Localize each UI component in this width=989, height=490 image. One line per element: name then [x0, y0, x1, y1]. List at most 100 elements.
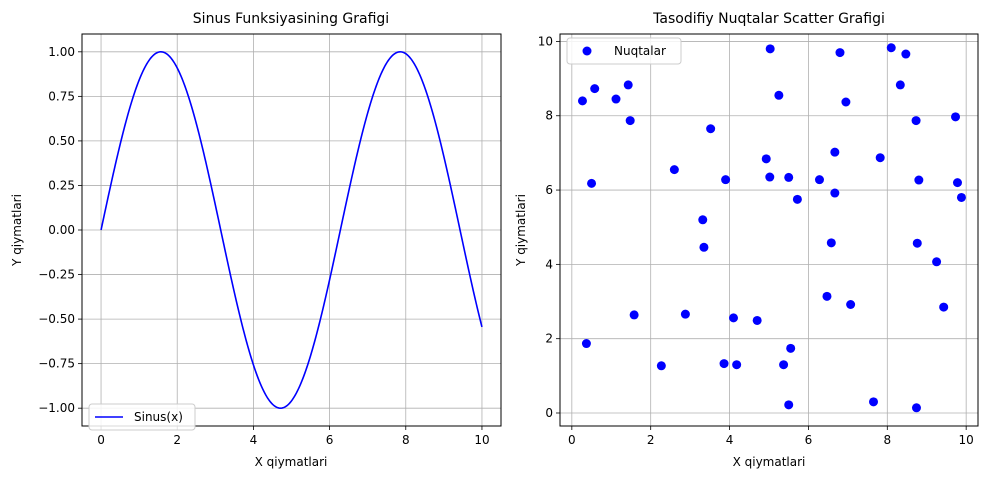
- scatter-y-ticks: 0 2 4 6 8 10: [538, 34, 560, 420]
- scatter-point: [706, 124, 716, 134]
- sine-x-tick-label: 2: [173, 433, 181, 447]
- sine-legend: Sinus(x): [88, 403, 196, 431]
- scatter-legend-box: [566, 37, 682, 65]
- scatter-x-tick-label: 8: [883, 433, 891, 447]
- scatter-y-axis-label: Y qiymatlari: [514, 194, 528, 267]
- scatter-x-tick-label: 4: [726, 433, 734, 447]
- scatter-point: [956, 192, 966, 202]
- sine-x-tick-label: 0: [97, 433, 105, 447]
- scatter-point: [814, 175, 824, 185]
- sine-series-line: [100, 51, 483, 409]
- scatter-point: [629, 310, 639, 320]
- scatter-point: [786, 343, 796, 353]
- scatter-y-tick-label: 4: [545, 257, 553, 271]
- scatter-point: [792, 194, 802, 204]
- sine-y-axis-label: Y qiymatlari: [10, 194, 24, 267]
- scatter-y-tick-label: 2: [545, 332, 553, 346]
- scatter-point: [911, 116, 921, 126]
- sine-chart: Sinus Funksiyasining Grafigi 0 2 4 6 8 10 −1.…: [10, 11, 502, 469]
- scatter-point: [752, 315, 762, 325]
- scatter-point: [895, 80, 905, 90]
- scatter-plot-frame: [559, 33, 979, 427]
- scatter-point: [699, 242, 709, 252]
- sine-x-tick-label: 4: [250, 433, 258, 447]
- scatter-point: [761, 154, 771, 164]
- sine-y-tick-label: −0.25: [38, 268, 75, 282]
- scatter-chart-title: Tasodifiy Nuqtalar Scatter Grafigi: [652, 11, 885, 27]
- scatter-point: [835, 48, 845, 58]
- scatter-points: [577, 43, 966, 413]
- scatter-legend-marker: [582, 46, 592, 56]
- scatter-legend: Nuqtalar: [566, 37, 682, 65]
- scatter-point: [623, 80, 633, 90]
- sine-legend-label: Sinus(x): [134, 410, 183, 424]
- scatter-point: [932, 257, 942, 267]
- sine-legend-box: [88, 403, 196, 431]
- scatter-point: [765, 44, 775, 54]
- scatter-point: [784, 400, 794, 410]
- scatter-point: [719, 359, 729, 369]
- scatter-point: [625, 116, 635, 126]
- scatter-point: [869, 397, 878, 407]
- scatter-legend-label: Nuqtalar: [614, 44, 666, 58]
- sine-x-tick-label: 6: [326, 433, 334, 447]
- scatter-x-tick-label: 0: [568, 433, 576, 447]
- scatter-point: [729, 313, 739, 323]
- scatter-point: [779, 360, 789, 370]
- scatter-point: [939, 302, 949, 312]
- scatter-chart: Tasodifiy Nuqtalar Scatter Grafigi 0 2 4 6 8…: [514, 11, 979, 469]
- sine-x-tick-label: 8: [402, 433, 410, 447]
- scatter-point: [911, 403, 921, 413]
- sine-y-tick-label: −0.75: [38, 357, 75, 371]
- scatter-y-tick-label: 6: [545, 183, 553, 197]
- scatter-point: [841, 97, 851, 107]
- scatter-point: [901, 49, 911, 59]
- scatter-point: [784, 172, 794, 182]
- scatter-point: [577, 96, 587, 106]
- sine-y-tick-label: 0.50: [48, 134, 75, 148]
- scatter-point: [951, 112, 961, 122]
- sine-y-ticks: −1.00 −0.75 −0.50 −0.25 0.00 0.25 0.50 0.75 1.00: [38, 45, 82, 415]
- scatter-point: [611, 94, 621, 104]
- scatter-point: [875, 153, 885, 163]
- sine-x-axis-label: X qiymatlari: [255, 455, 328, 469]
- sine-chart-title: Sinus Funksiyasining Grafigi: [193, 11, 389, 27]
- scatter-point: [669, 165, 679, 175]
- scatter-point: [774, 90, 784, 100]
- scatter-point: [830, 147, 840, 157]
- scatter-point: [698, 215, 708, 225]
- scatter-y-tick-label: 0: [545, 406, 553, 420]
- scatter-point: [765, 172, 775, 182]
- scatter-point: [680, 309, 690, 319]
- scatter-point: [581, 339, 591, 349]
- scatter-point: [732, 360, 742, 370]
- sine-y-tick-label: 1.00: [48, 45, 75, 59]
- scatter-point: [822, 291, 832, 301]
- sine-y-tick-label: 0.00: [48, 223, 75, 237]
- scatter-x-ticks: 0 2 4 6 8 10: [568, 426, 974, 447]
- scatter-point: [912, 238, 922, 248]
- scatter-y-tick-label: 8: [545, 109, 553, 123]
- sine-grid: [82, 34, 501, 426]
- scatter-point: [656, 361, 666, 371]
- scatter-point: [952, 178, 962, 188]
- scatter-point: [914, 175, 924, 185]
- scatter-x-tick-label: 6: [805, 433, 813, 447]
- scatter-point: [846, 300, 856, 309]
- sine-y-tick-label: 0.75: [48, 89, 75, 103]
- scatter-point: [826, 238, 836, 248]
- scatter-point: [830, 188, 840, 198]
- sine-y-tick-label: −0.50: [38, 312, 75, 326]
- scatter-x-tick-label: 2: [647, 433, 655, 447]
- scatter-x-tick-label: 10: [959, 433, 974, 447]
- scatter-point: [721, 175, 731, 185]
- scatter-point: [590, 84, 600, 94]
- scatter-x-axis-label: X qiymatlari: [733, 455, 806, 469]
- scatter-y-tick-label: 10: [538, 34, 553, 48]
- sine-y-tick-label: 0.25: [48, 178, 75, 192]
- scatter-point: [886, 43, 896, 53]
- scatter-point: [587, 178, 597, 188]
- sine-x-tick-label: 10: [474, 433, 489, 447]
- sine-y-tick-label: −1.00: [38, 401, 75, 415]
